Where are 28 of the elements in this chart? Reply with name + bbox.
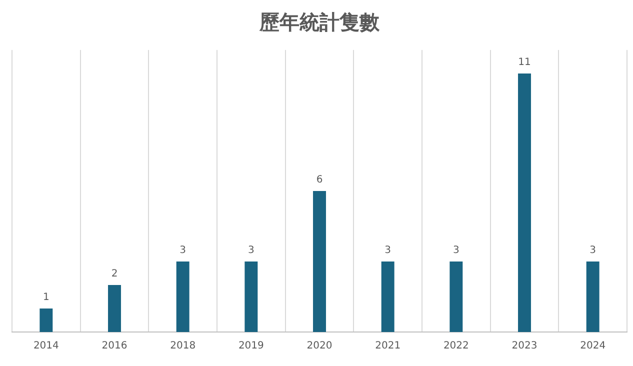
data-label: 6	[316, 174, 323, 186]
data-label: 3	[180, 245, 186, 256]
bar	[176, 262, 190, 332]
x-tick-label: 2021	[375, 340, 401, 352]
x-tick-label: 2022	[443, 340, 469, 352]
x-tick-label: 2016	[102, 340, 128, 352]
x-tick-label: 2023	[512, 340, 538, 352]
bar	[450, 262, 463, 332]
x-tick-label: 2019	[238, 340, 264, 352]
x-tick-label: 2024	[580, 340, 606, 352]
data-label: 3	[248, 245, 254, 256]
bar	[313, 191, 326, 332]
x-tick-label: 2014	[33, 340, 59, 352]
bar	[40, 308, 53, 332]
x-tick-label: 2020	[306, 340, 332, 352]
bar	[586, 262, 600, 332]
data-label: 3	[384, 245, 392, 256]
bar	[108, 285, 121, 332]
bar	[518, 74, 531, 332]
x-tick-label: 2018	[170, 340, 196, 352]
chart-title: 歷年統計隻數	[258, 11, 380, 34]
data-label: 11	[518, 57, 531, 68]
data-label: 2	[111, 268, 118, 280]
data-label: 3	[452, 245, 460, 256]
bar	[381, 262, 394, 332]
data-label: 3	[590, 245, 596, 256]
bar	[244, 262, 258, 332]
data-label: 1	[42, 292, 50, 304]
